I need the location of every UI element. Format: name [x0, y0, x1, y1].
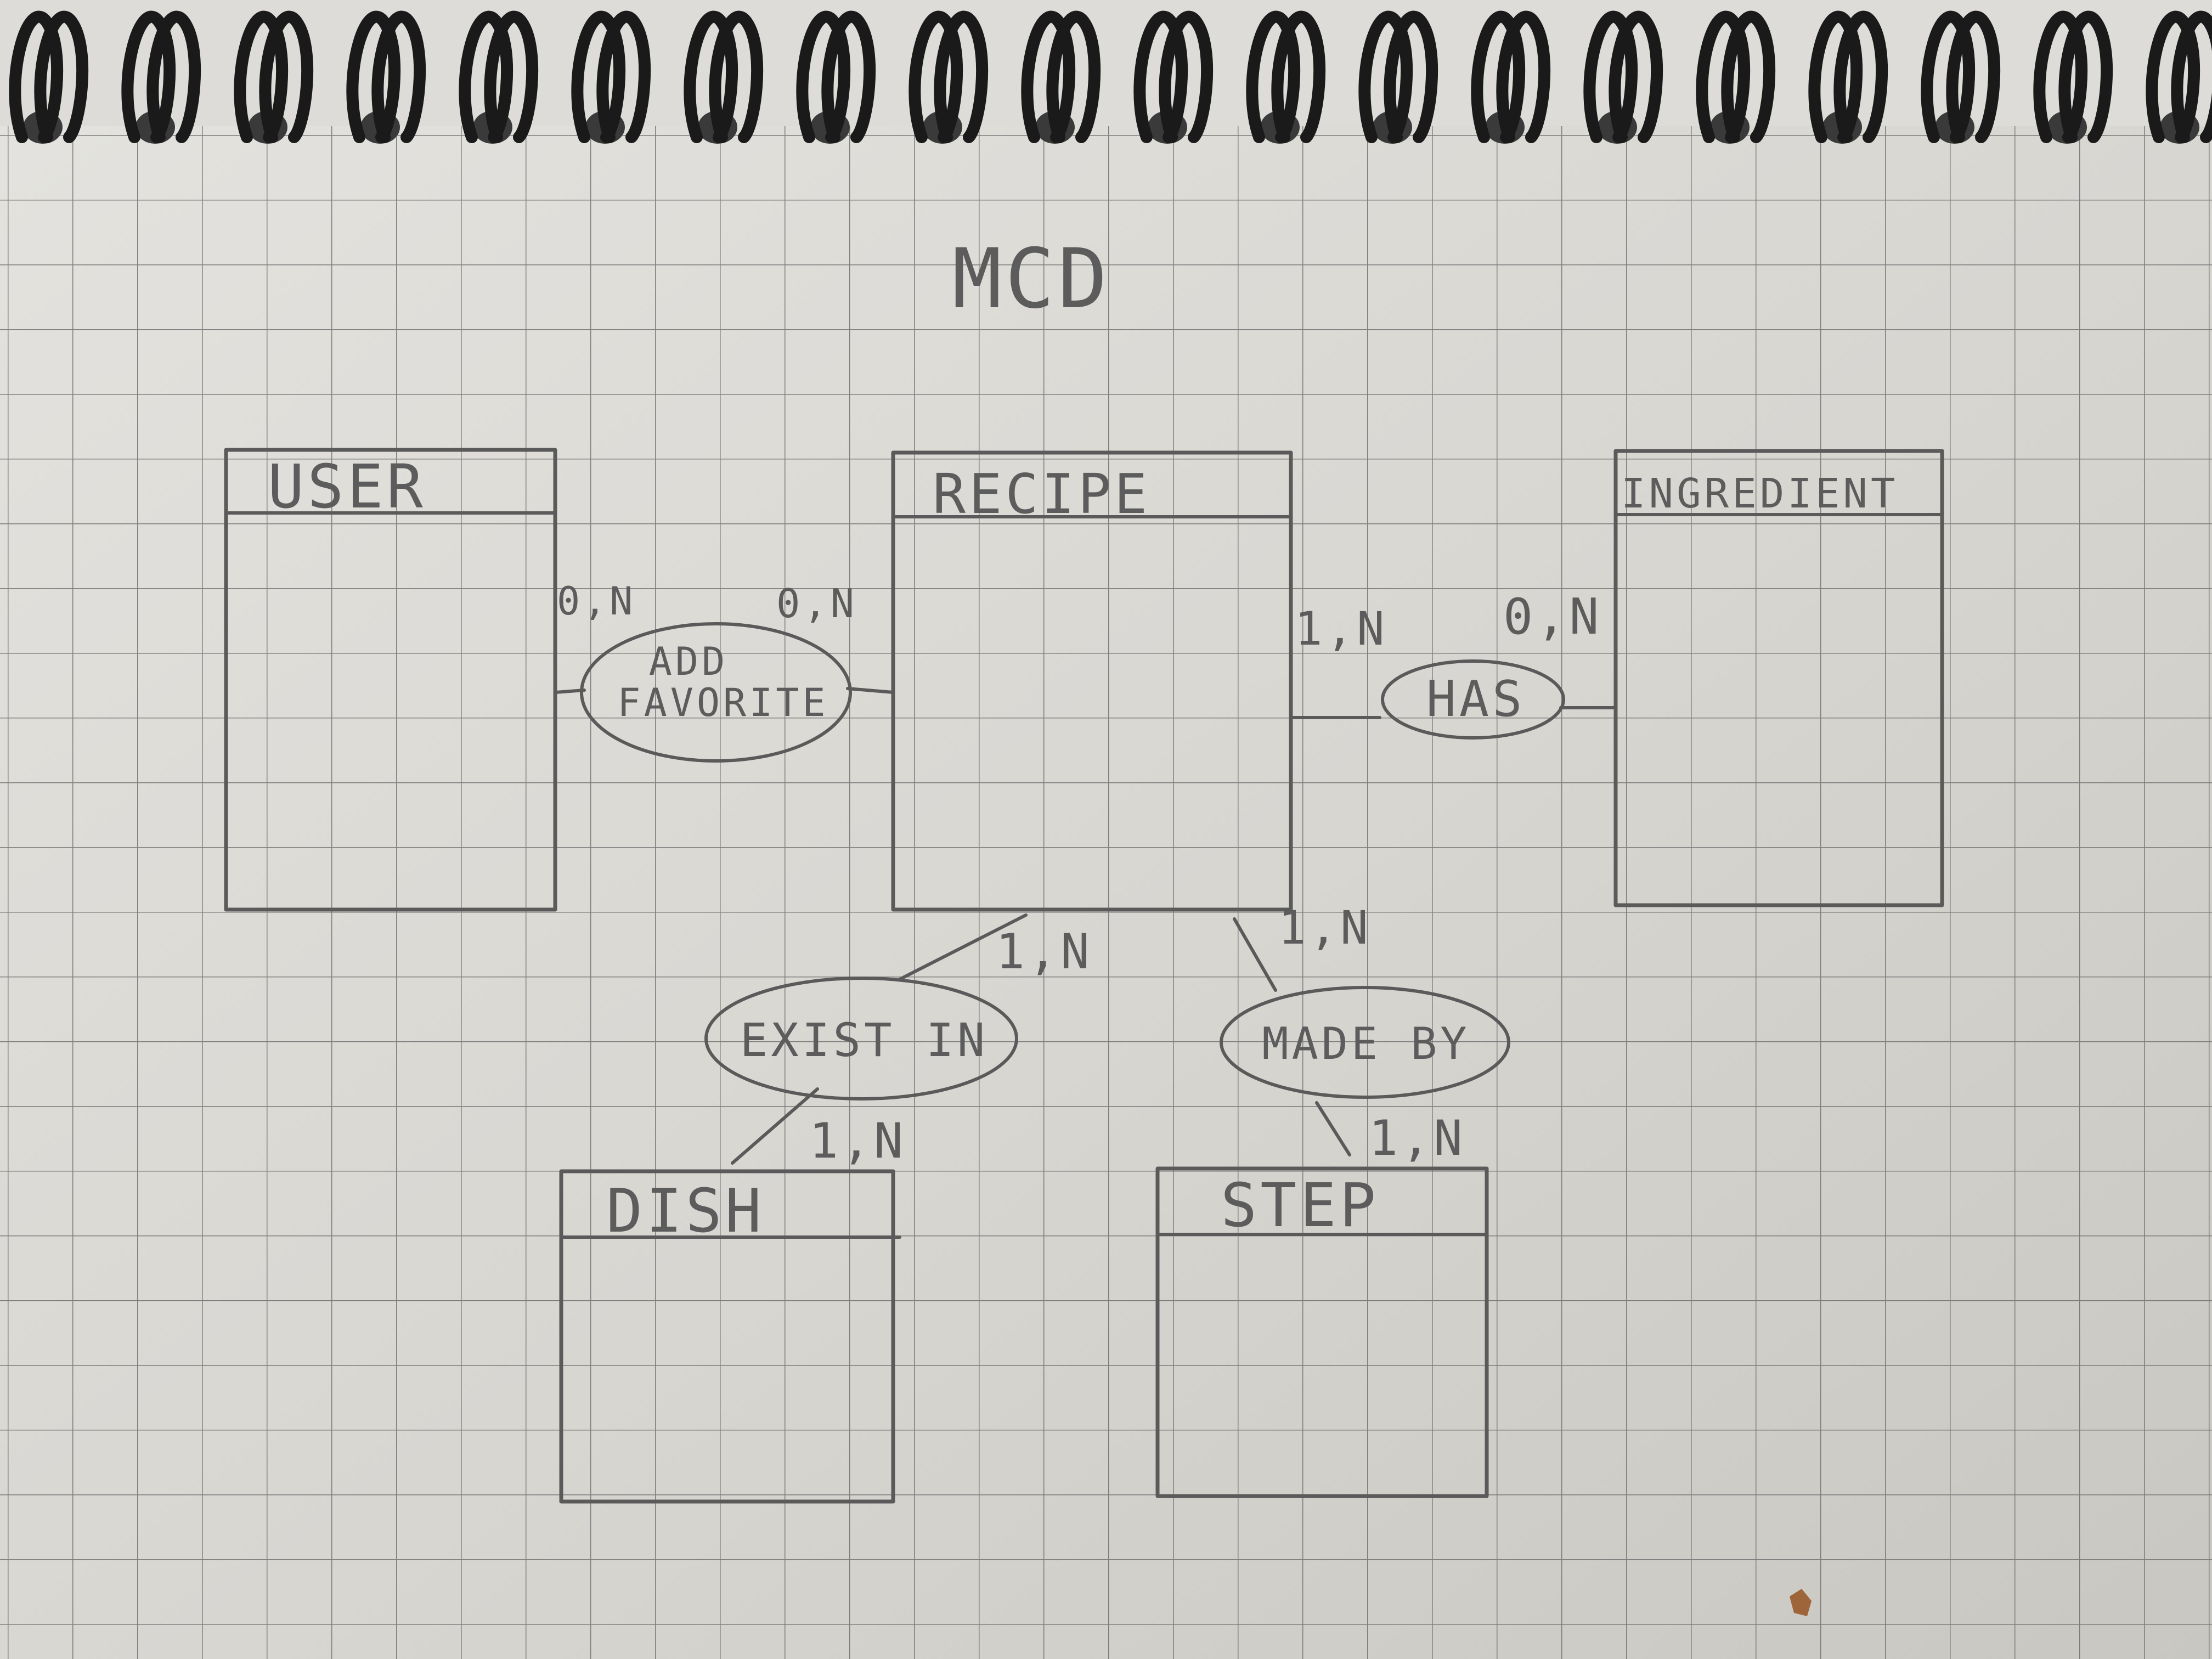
cardinality-step-made-by: 1,N [1369, 1110, 1466, 1166]
association-made-by-label: MADE BY [1262, 1018, 1470, 1069]
cardinality-recipe-exist-in: 1,N [996, 923, 1093, 980]
binding-ring [2033, 10, 2088, 143]
binding-ring [1358, 10, 1413, 143]
graph-grid [0, 126, 2212, 1659]
binding-ring [1246, 10, 1301, 143]
binding-ring [1471, 10, 1526, 143]
cardinality-recipe-add-favorite: 0,N [776, 580, 857, 627]
binding-ring [2058, 10, 2113, 143]
binding-ring [1021, 10, 1076, 143]
binding-ring [346, 10, 401, 143]
binding-ring [2171, 10, 2212, 143]
binding-ring [684, 10, 738, 143]
diagram-title: MCD [952, 232, 1111, 327]
entity-dish: DISH [559, 1169, 901, 1504]
binding-ring [1271, 10, 1326, 143]
spiral-binding [9, 10, 2212, 144]
entity-user-name: USER [268, 452, 426, 522]
entity-dish-name: DISH [606, 1176, 765, 1246]
binding-ring [709, 10, 764, 143]
association-add-favorite-line2: FAVORITE [617, 680, 828, 725]
binding-ring [821, 10, 876, 143]
binding-ring [1609, 10, 1663, 143]
binding-ring [1496, 10, 1551, 143]
binding-ring [459, 10, 514, 143]
binding-ring [1921, 10, 1976, 143]
binding-ring [1046, 10, 1101, 143]
binding-ring [1833, 10, 1888, 143]
binding-ring [484, 10, 539, 143]
binding-ring [571, 10, 626, 143]
cardinality-user-add-favorite: 0,N [557, 579, 636, 624]
binding-ring [596, 10, 651, 143]
binding-ring [1384, 10, 1438, 143]
binding-ring [234, 10, 289, 143]
cardinality-recipe-has: 1,N [1295, 602, 1388, 656]
entity-user: USER [224, 448, 557, 912]
entity-ingredient-name: INGREDIENT [1621, 470, 1899, 517]
association-has: HAS [1289, 659, 1617, 740]
cardinality-dish-exist-in: 1,N [809, 1113, 906, 1169]
binding-ring [1946, 10, 2001, 143]
binding-ring [1808, 10, 1863, 143]
binding-ring [1159, 10, 1214, 143]
association-made-by: MADE BY [1220, 917, 1510, 1156]
association-add-favorite-line1: ADD [649, 639, 728, 684]
entity-recipe-name: RECIPE [933, 462, 1150, 526]
entity-step: STEP [1155, 1166, 1489, 1498]
binding-ring [34, 10, 89, 143]
association-has-label: HAS [1426, 670, 1526, 728]
entity-ingredient: INGREDIENT [1613, 449, 1944, 907]
cardinality-recipe-made-by: 1,N [1278, 901, 1372, 955]
binding-ring [1583, 10, 1638, 143]
binding-ring [909, 10, 963, 143]
binding-ring [146, 10, 201, 143]
cardinality-ingredient-has: 0,N [1503, 588, 1602, 646]
association-add-favorite: ADD FAVORITE [554, 622, 895, 763]
binding-ring [796, 10, 851, 143]
binding-ring [2146, 10, 2200, 143]
paper-stain [1790, 1589, 1812, 1616]
binding-ring [259, 10, 314, 143]
binding-ring [9, 10, 64, 143]
association-exist-in-label: EXIST IN [740, 1013, 989, 1067]
association-exist-in: EXIST IN [704, 913, 1028, 1165]
binding-ring [1133, 10, 1188, 143]
binding-ring [1721, 10, 1776, 143]
binding-ring [371, 10, 426, 143]
entity-step-name: STEP [1221, 1170, 1379, 1240]
binding-ring [934, 10, 989, 143]
binding-ring [121, 10, 176, 143]
entity-recipe: RECIPE [891, 450, 1293, 912]
binding-ring [1696, 10, 1751, 143]
